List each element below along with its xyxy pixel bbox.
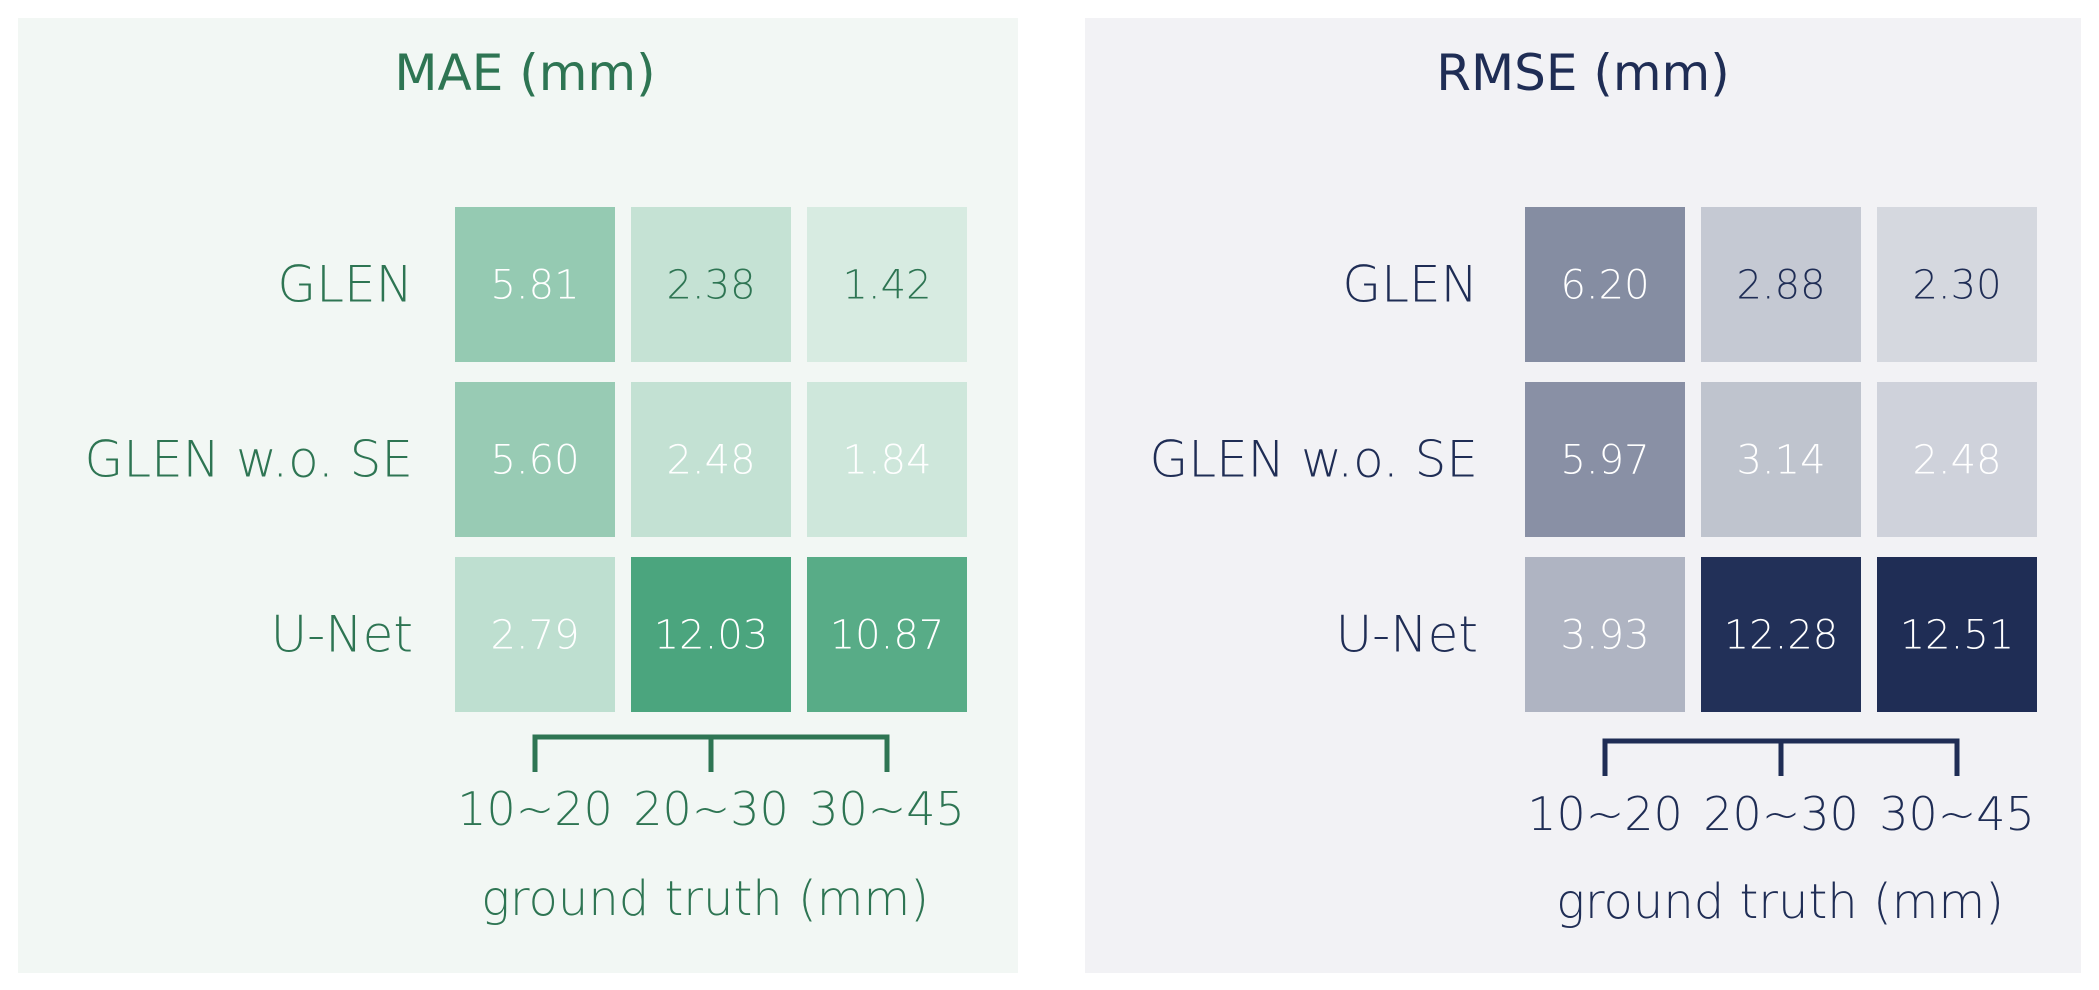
mae-tick-label: 10~20 [457, 782, 613, 836]
rmse-cell-value: 12.28 [1724, 613, 1839, 659]
rmse-heatmap-cell [1525, 382, 1685, 537]
mae-panel: MAE (mm) GLEN 5.81 2.38 1.42 GLEN w.o. SE 5.60… [18, 18, 1018, 973]
rmse-heatmap-cell [1701, 382, 1861, 537]
mae-tick-label: 20~30 [633, 782, 789, 836]
mae-cell-value: 2.48 [666, 438, 755, 484]
rmse-xlabel: ground truth (mm) [1556, 874, 2004, 930]
mae-row-label: U-Net [271, 606, 413, 664]
rmse-heatmap-cell [1701, 557, 1861, 712]
rmse-cell-value: 3.14 [1736, 438, 1825, 484]
mae-heatmap-cell [807, 207, 967, 362]
rmse-title: RMSE (mm) [1436, 44, 1730, 102]
rmse-cell-value: 2.88 [1736, 263, 1825, 309]
rmse-cell-value: 12.51 [1900, 613, 2015, 659]
mae-title: MAE (mm) [394, 44, 655, 102]
mae-heatmap-cell [631, 207, 791, 362]
mae-heatmap-cell [631, 382, 791, 537]
rmse-cell-value: 2.30 [1912, 263, 2001, 309]
mae-cell-value: 12.03 [654, 613, 769, 659]
rmse-tick-label: 30~45 [1879, 787, 2035, 841]
mae-heatmap-cell [455, 557, 615, 712]
rmse-heatmap-cell [1701, 207, 1861, 362]
rmse-row-label: GLEN [1342, 256, 1478, 314]
rmse-heatmap-cell [1525, 557, 1685, 712]
mae-row-label: GLEN w.o. SE [84, 431, 413, 489]
mae-cell-value: 1.42 [842, 263, 931, 309]
rmse-tick-label: 20~30 [1703, 787, 1859, 841]
mae-row-label: GLEN [277, 256, 413, 314]
mae-heatmap-cell [455, 382, 615, 537]
rmse-row-label: U-Net [1336, 606, 1478, 664]
mae-cell-value: 1.84 [842, 438, 931, 484]
rmse-cell-value: 3.93 [1560, 613, 1649, 659]
mae-cell-value: 5.81 [490, 263, 579, 309]
rmse-row-label: GLEN w.o. SE [1149, 431, 1478, 489]
mae-heatmap-cell [807, 557, 967, 712]
mae-heatmap-cell [807, 382, 967, 537]
mae-cell-value: 10.87 [830, 613, 945, 659]
rmse-heatmap-cell [1877, 557, 2037, 712]
rmse-panel: RMSE (mm) GLEN 6.20 2.88 2.30 GLEN w.o. SE 5.9… [1085, 18, 2081, 973]
rmse-cell-value: 2.48 [1912, 438, 2001, 484]
mae-heatmap-cell [455, 207, 615, 362]
mae-tick-label: 30~45 [809, 782, 965, 836]
mae-heatmap-cell [631, 557, 791, 712]
mae-xlabel: ground truth (mm) [481, 871, 929, 927]
rmse-cell-value: 6.20 [1560, 263, 1649, 309]
rmse-heatmap-cell [1877, 207, 2037, 362]
rmse-heatmap-cell [1525, 207, 1685, 362]
mae-cell-value: 2.38 [666, 263, 755, 309]
rmse-cell-value: 5.97 [1560, 438, 1649, 484]
rmse-tick-label: 10~20 [1527, 787, 1683, 841]
mae-cell-value: 2.79 [490, 613, 579, 659]
mae-cell-value: 5.60 [490, 438, 579, 484]
rmse-heatmap-cell [1877, 382, 2037, 537]
